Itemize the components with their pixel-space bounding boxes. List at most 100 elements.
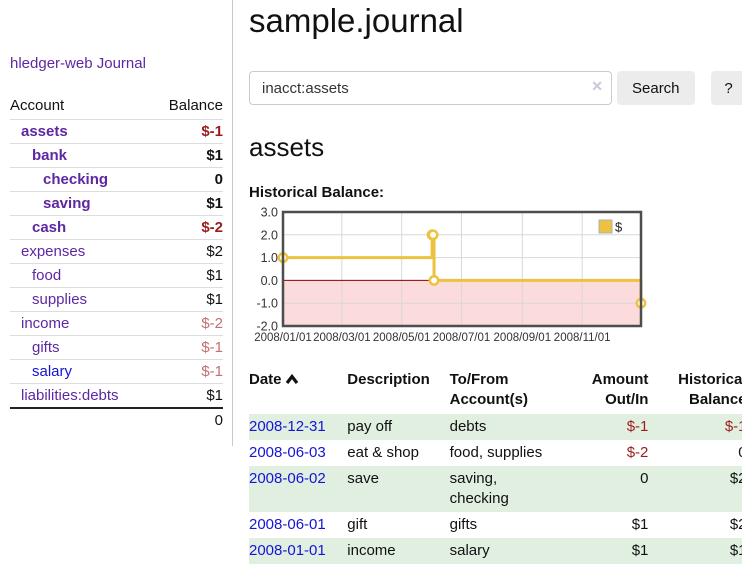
account-row: assets $-1 bbox=[10, 119, 223, 144]
transaction-balance: $-1 bbox=[724, 418, 742, 435]
transaction-accounts: gifts bbox=[449, 516, 478, 533]
search-form: ✕ Search ? bbox=[249, 71, 742, 105]
series-marker bbox=[427, 229, 439, 241]
account-balance: $1 bbox=[152, 383, 223, 408]
chart-border bbox=[281, 210, 643, 328]
transaction-balance: $2 bbox=[729, 470, 742, 487]
page: hledger-web Journal Account Balance asse… bbox=[0, 0, 742, 564]
account-balance: $-1 bbox=[152, 359, 223, 384]
account-balance: $2 bbox=[152, 239, 223, 264]
account-link[interactable]: assets bbox=[21, 123, 68, 140]
register-header-description: Description bbox=[347, 371, 430, 388]
series-marker bbox=[428, 274, 440, 286]
account-balance: $-2 bbox=[152, 215, 223, 240]
register-header-accounts: To/From Account(s) bbox=[449, 371, 528, 408]
register-header-row: Date Description To/From Account(s) Amou… bbox=[249, 368, 742, 414]
accounts-header-balance: Balance bbox=[168, 97, 223, 114]
account-row: income $-2 bbox=[10, 311, 223, 336]
transaction-description: pay off bbox=[347, 418, 393, 435]
account-link[interactable]: income bbox=[21, 315, 70, 332]
accounts-total-balance: 0 bbox=[152, 407, 223, 432]
account-link[interactable]: supplies bbox=[32, 291, 88, 308]
search-help-button[interactable]: ? bbox=[710, 71, 742, 105]
transaction-date-link[interactable]: 2008-01-01 bbox=[249, 542, 326, 559]
transaction-amount: $1 bbox=[631, 516, 649, 533]
transaction-amount: 0 bbox=[640, 470, 649, 487]
account-row: checking 0 bbox=[10, 167, 223, 192]
account-link[interactable]: cash bbox=[32, 219, 67, 236]
account-page-title: assets bbox=[249, 132, 325, 162]
register-row: 2008-06-03 eat & shop food, supplies $-2 0 bbox=[249, 440, 742, 466]
transaction-accounts: salary bbox=[449, 542, 490, 559]
transaction-date-link[interactable]: 2008-06-03 bbox=[249, 444, 326, 461]
chart-label: Historical Balance: bbox=[249, 184, 385, 201]
account-link[interactable]: gifts bbox=[32, 339, 60, 356]
sort-ascending-icon bbox=[285, 373, 298, 384]
transaction-description: eat & shop bbox=[347, 444, 419, 461]
account-row: food $1 bbox=[10, 263, 223, 288]
clear-search-icon[interactable]: ✕ bbox=[591, 78, 603, 94]
register-row: 2008-06-01 gift gifts $1 $2 bbox=[249, 512, 742, 538]
y-tick-label: -2.0 bbox=[256, 320, 278, 334]
account-link[interactable]: bank bbox=[32, 147, 68, 164]
register-row: 2008-01-01 income salary $1 $1 bbox=[249, 538, 742, 564]
transaction-date-link[interactable]: 2008-06-02 bbox=[249, 470, 326, 487]
account-row: salary $-1 bbox=[10, 359, 223, 384]
account-link[interactable]: salary bbox=[32, 363, 73, 380]
accounts-tbody: assets $-1 bank $1 checking 0 saving $1 cash $-2 e… bbox=[10, 119, 223, 408]
register-row: 2008-12-31 pay off debts $-1 $-1 bbox=[249, 414, 742, 440]
transaction-balance: 0 bbox=[656, 440, 742, 466]
search-button[interactable]: Search bbox=[617, 71, 695, 105]
transaction-amount: $-2 bbox=[626, 444, 649, 461]
transaction-description: income bbox=[347, 542, 396, 559]
x-tick-label: 2008/09/01 bbox=[494, 332, 552, 344]
transaction-description: gift bbox=[347, 516, 368, 533]
accounts-total-row: 0 bbox=[10, 407, 223, 432]
account-link[interactable]: checking bbox=[43, 171, 109, 188]
register-header-amount: Amount Out/In bbox=[591, 371, 649, 408]
x-tick-label: 2008/05/01 bbox=[373, 332, 431, 344]
transaction-amount: $1 bbox=[631, 542, 649, 559]
account-row: gifts $-1 bbox=[10, 335, 223, 360]
account-balance: $-1 bbox=[152, 335, 223, 360]
transaction-description: save bbox=[347, 470, 379, 487]
transaction-amount: $-1 bbox=[626, 418, 649, 435]
accounts-header-account: Account bbox=[10, 97, 65, 114]
search-input[interactable] bbox=[249, 71, 612, 105]
y-tick-label: -1.0 bbox=[256, 297, 278, 311]
account-row: cash $-2 bbox=[10, 215, 223, 240]
account-row: saving $1 bbox=[10, 191, 223, 216]
account-balance: $1 bbox=[152, 143, 223, 168]
register-table: Date Description To/From Account(s) Amou… bbox=[249, 368, 742, 564]
account-row: liabilities:debts $1 bbox=[10, 383, 223, 408]
y-tick-label: 0.0 bbox=[261, 274, 278, 288]
register-header-date[interactable]: Date bbox=[249, 368, 347, 414]
account-row: expenses $2 bbox=[10, 239, 223, 264]
transaction-accounts: food, supplies bbox=[449, 444, 543, 461]
account-link[interactable]: liabilities:debts bbox=[21, 387, 119, 404]
app-title-link[interactable]: hledger-web bbox=[10, 55, 93, 72]
x-tick-label: 2008/03/01 bbox=[313, 332, 371, 344]
account-balance: $1 bbox=[152, 287, 223, 312]
account-link[interactable]: saving bbox=[43, 195, 91, 212]
sidebar-item-journal[interactable]: Journal bbox=[96, 55, 146, 72]
account-link[interactable]: food bbox=[32, 267, 62, 284]
register-row: 2008-06-02 save saving, checking 0 $2 bbox=[249, 466, 742, 512]
transaction-date-link[interactable]: 2008-12-31 bbox=[249, 418, 326, 435]
account-balance: $1 bbox=[152, 263, 223, 288]
transaction-date-link[interactable]: 2008-06-01 bbox=[249, 516, 326, 533]
accounts-table: Account Balance assets $-1 bank $1 checking 0… bbox=[10, 94, 223, 432]
y-tick-label: 2.0 bbox=[261, 228, 278, 242]
y-tick-label: 3.0 bbox=[261, 206, 278, 220]
sidebar: hledger-web Journal Account Balance asse… bbox=[0, 0, 233, 446]
transaction-accounts: saving, checking bbox=[449, 470, 509, 507]
legend-swatch bbox=[598, 219, 613, 234]
account-row: supplies $1 bbox=[10, 287, 223, 312]
x-tick-label: 2008/01/01 bbox=[254, 332, 312, 344]
account-link[interactable]: expenses bbox=[21, 243, 86, 260]
x-tick-label: 2008/07/01 bbox=[433, 332, 491, 344]
account-balance: 0 bbox=[152, 167, 223, 192]
account-balance: $1 bbox=[152, 191, 223, 216]
transaction-accounts: debts bbox=[449, 418, 487, 435]
